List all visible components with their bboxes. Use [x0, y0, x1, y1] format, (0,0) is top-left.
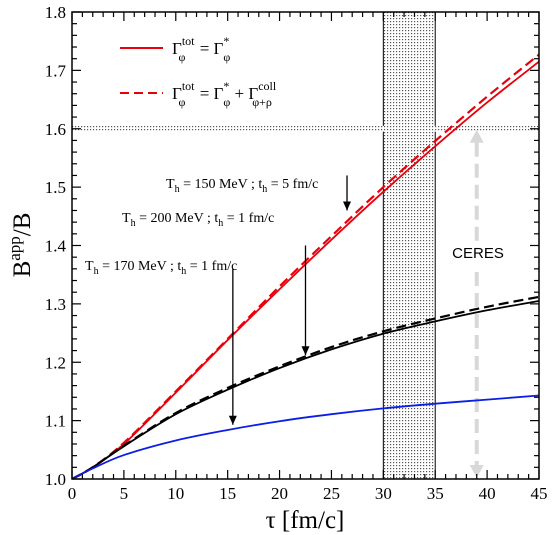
y-tick-label: 1.5 — [45, 178, 66, 197]
y-tick-label: 1.2 — [45, 353, 66, 372]
y-tick-label: 1.7 — [45, 61, 67, 80]
vertical-band-0 — [382, 12, 436, 479]
x-tick-label: 25 — [323, 484, 340, 503]
y-tick-label: 1.6 — [45, 120, 66, 139]
x-tick-label: 10 — [167, 484, 184, 503]
ceres-arrow — [469, 129, 484, 478]
legend-label-1: Γtot φ = Γ* φ + Γcoll φ+ρ — [172, 79, 277, 109]
axis-ticks — [71, 11, 540, 480]
x-tick-label: 0 — [68, 484, 77, 503]
series-line-1 — [72, 53, 539, 479]
x-axis-label: τ [fm/c] — [266, 507, 345, 534]
series-line-4 — [72, 394, 539, 479]
shaded-bands — [72, 12, 539, 479]
x-tick-label: 35 — [427, 484, 444, 503]
y-axis-label: Bapp/B — [5, 213, 36, 278]
y-tick-label: 1.3 — [45, 295, 66, 314]
annotation-label-0: Th = 150 MeV ; th = 5 fm/c — [166, 177, 318, 195]
annotation-label-1: Th = 200 MeV ; th = 1 fm/c — [122, 211, 274, 229]
x-tick-label: 20 — [271, 484, 288, 503]
x-tick-label: 30 — [375, 484, 392, 503]
y-tick-label: 1.1 — [45, 412, 66, 431]
x-tick-label: 15 — [219, 484, 236, 503]
x-tick-label: 5 — [120, 484, 129, 503]
x-tick-label: 40 — [479, 484, 496, 503]
annotations: Th = 150 MeV ; th = 5 fm/c Th = 200 MeV ;… — [85, 175, 352, 425]
horizontal-band-1 — [72, 125, 539, 132]
series-group — [72, 53, 539, 479]
y-tick-label: 1.4 — [45, 237, 67, 256]
legend-label-0: Γtot φ = Γ* φ — [172, 34, 230, 64]
y-tick-label: 1.8 — [45, 3, 66, 22]
y-tick-label: 1.0 — [45, 470, 66, 489]
x-tick-label: 45 — [531, 484, 548, 503]
legend: Γtot φ = Γ* φ Γtot φ = Γ* φ + Γcoll φ+ρ — [120, 34, 277, 109]
series-line-0 — [72, 60, 539, 479]
ceres-label: CERES — [452, 245, 504, 262]
ceres-arrowhead-down — [469, 465, 484, 478]
ceres-arrowhead-up — [469, 129, 484, 143]
annotation-label-2: Th = 170 MeV ; th = 1 fm/c — [85, 259, 237, 277]
tick-labels: 0 5 10 15 20 25 30 35 40 45 1.0 1.1 1.2 1.3 1.4 1.5 1.6 1… — [45, 3, 548, 503]
series-line-3 — [72, 295, 539, 479]
